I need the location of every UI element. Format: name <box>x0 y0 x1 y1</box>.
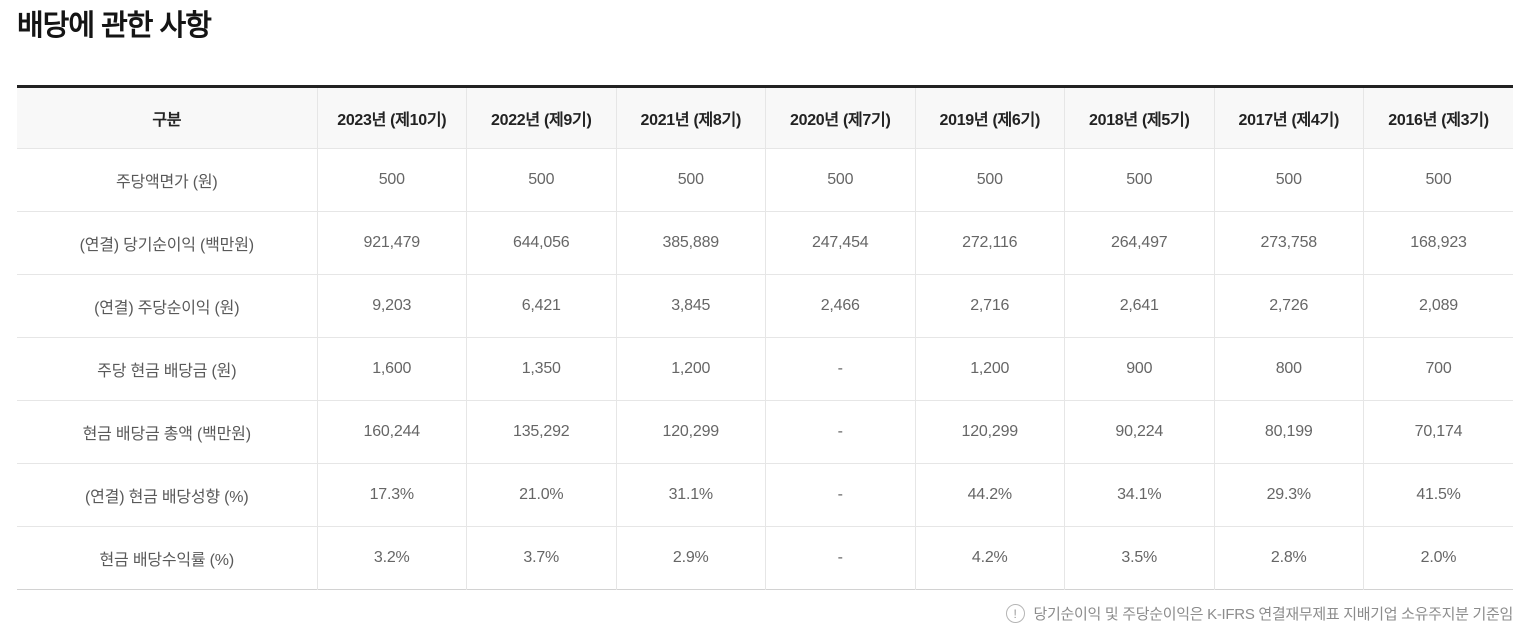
table-row: 현금 배당수익률 (%) 3.2% 3.7% 2.9% -4.2% 3.5% 2.8% 2.0… <box>17 526 1513 590</box>
value-cell: 900 <box>1064 337 1214 401</box>
value-cell: 2,726 <box>1213 274 1364 338</box>
table-header-row: 구분 2023년 (제10기) 2022년 (제9기) 2021년 (제8기) 2020… <box>17 86 1513 149</box>
value-cell: 1,200 <box>615 337 766 401</box>
value-cell: 500 <box>914 148 1065 212</box>
value-cell: 2.0% <box>1363 526 1513 590</box>
value-cell: 17.3% <box>316 463 467 527</box>
table-row: 주당 현금 배당금 (원) 1,600 1,350 1,200-1,200 900 800… <box>17 337 1513 401</box>
value-cell: 41.5% <box>1363 463 1513 527</box>
value-cell: 135,292 <box>466 400 616 464</box>
value-cell: 1,600 <box>316 337 467 401</box>
value-cell: 1,200 <box>914 337 1065 401</box>
header-cell-year: 2020년 (제7기) <box>765 86 915 149</box>
value-cell: 70,174 <box>1363 400 1513 464</box>
value-cell: 921,479 <box>316 211 467 275</box>
value-cell: 500 <box>316 148 467 212</box>
table-row: (연결) 주당순이익 (원) 9,203 6,421 3,845 2,466 2,716 2… <box>17 274 1513 338</box>
table-body: 주당액면가 (원) 500 500 500 500 500 500 500 500 (연결) 당기… <box>17 148 1513 590</box>
value-cell: 2.8% <box>1213 526 1364 590</box>
value-cell: - <box>765 526 915 590</box>
row-label: (연결) 당기순이익 (백만원) <box>79 237 254 254</box>
table-row: (연결) 현금 배당성향 (%) 17.3% 21.0% 31.1% -44.2% 34.… <box>17 463 1513 527</box>
row-label: (연결) 현금 배당성향 (%) <box>85 489 249 506</box>
footnote-text: 당기순이익 및 주당순이익은 K-IFRS 연결재무제표 지배기업 소유주지분 … <box>1033 606 1514 623</box>
value-cell: 385,889 <box>615 211 766 275</box>
dividend-table: 구분 2023년 (제10기) 2022년 (제9기) 2021년 (제8기) 2020… <box>17 85 1513 590</box>
table-head: 구분 2023년 (제10기) 2022년 (제9기) 2021년 (제8기) 2020… <box>17 86 1513 149</box>
value-cell: 500 <box>1064 148 1214 212</box>
value-cell: 168,923 <box>1363 211 1513 275</box>
value-cell: 9,203 <box>316 274 467 338</box>
header-cell-year: 2023년 (제10기) <box>316 86 467 149</box>
value-cell: 247,454 <box>765 211 915 275</box>
header-cell-year: 2016년 (제3기) <box>1363 86 1513 149</box>
value-cell: 90,224 <box>1064 400 1214 464</box>
table-row: 주당액면가 (원) 500 500 500 500 500 500 500 500 <box>17 148 1513 212</box>
value-cell: 500 <box>1213 148 1364 212</box>
value-cell: 31.1% <box>615 463 766 527</box>
header-cell-year: 2019년 (제6기) <box>914 86 1065 149</box>
value-cell: 500 <box>615 148 766 212</box>
value-cell: 80,199 <box>1213 400 1364 464</box>
row-label: 주당액면가 (원) <box>115 174 218 191</box>
value-cell: 644,056 <box>466 211 616 275</box>
row-label: 현금 배당수익률 (%) <box>99 552 235 569</box>
value-cell: 2,466 <box>765 274 915 338</box>
value-cell: 29.3% <box>1213 463 1364 527</box>
value-cell: 2,716 <box>914 274 1065 338</box>
header-cell-year: 2017년 (제4기) <box>1213 86 1364 149</box>
value-cell: 4.2% <box>914 526 1065 590</box>
table-row: (연결) 당기순이익 (백만원) 921,479 644,056 385,889 247… <box>17 211 1513 275</box>
header-cell-category: 구분 <box>152 112 182 129</box>
value-cell: 1,350 <box>466 337 616 401</box>
value-cell: 500 <box>466 148 616 212</box>
dividend-table-wrap: 구분 2023년 (제10기) 2022년 (제9기) 2021년 (제8기) 2020… <box>17 85 1513 590</box>
value-cell: 160,244 <box>316 400 467 464</box>
exclamation-circle-icon: ! <box>1005 604 1025 623</box>
value-cell: 120,299 <box>615 400 766 464</box>
header-cell-year: 2018년 (제5기) <box>1064 86 1214 149</box>
value-cell: 800 <box>1213 337 1364 401</box>
value-cell: 120,299 <box>914 400 1065 464</box>
value-cell: - <box>765 400 915 464</box>
page-title: 배당에 관한 사항 <box>17 10 212 42</box>
value-cell: 3.2% <box>316 526 467 590</box>
value-cell: 2,641 <box>1064 274 1214 338</box>
value-cell: 700 <box>1363 337 1513 401</box>
value-cell: 6,421 <box>466 274 616 338</box>
row-label: (연결) 주당순이익 (원) <box>94 300 240 317</box>
value-cell: 2.9% <box>615 526 766 590</box>
header-cell-year: 2021년 (제8기) <box>615 86 766 149</box>
value-cell: 273,758 <box>1213 211 1364 275</box>
value-cell: 3.5% <box>1064 526 1214 590</box>
footnote: ! 당기순이익 및 주당순이익은 K-IFRS 연결재무제표 지배기업 소유주지… <box>17 603 1513 624</box>
value-cell: 264,497 <box>1064 211 1214 275</box>
value-cell: - <box>765 337 915 401</box>
row-label: 현금 배당금 총액 (백만원) <box>82 426 251 443</box>
table-row: 현금 배당금 총액 (백만원) 160,244 135,292 120,299-120… <box>17 400 1513 464</box>
value-cell: 34.1% <box>1064 463 1214 527</box>
row-label: 주당 현금 배당금 (원) <box>97 363 237 380</box>
value-cell: 21.0% <box>466 463 616 527</box>
value-cell: 500 <box>1363 148 1513 212</box>
value-cell: 3.7% <box>466 526 616 590</box>
value-cell: 3,845 <box>615 274 766 338</box>
value-cell: 44.2% <box>914 463 1065 527</box>
value-cell: - <box>765 463 915 527</box>
value-cell: 2,089 <box>1363 274 1513 338</box>
value-cell: 272,116 <box>914 211 1065 275</box>
header-cell-year: 2022년 (제9기) <box>466 86 616 149</box>
value-cell: 500 <box>765 148 915 212</box>
